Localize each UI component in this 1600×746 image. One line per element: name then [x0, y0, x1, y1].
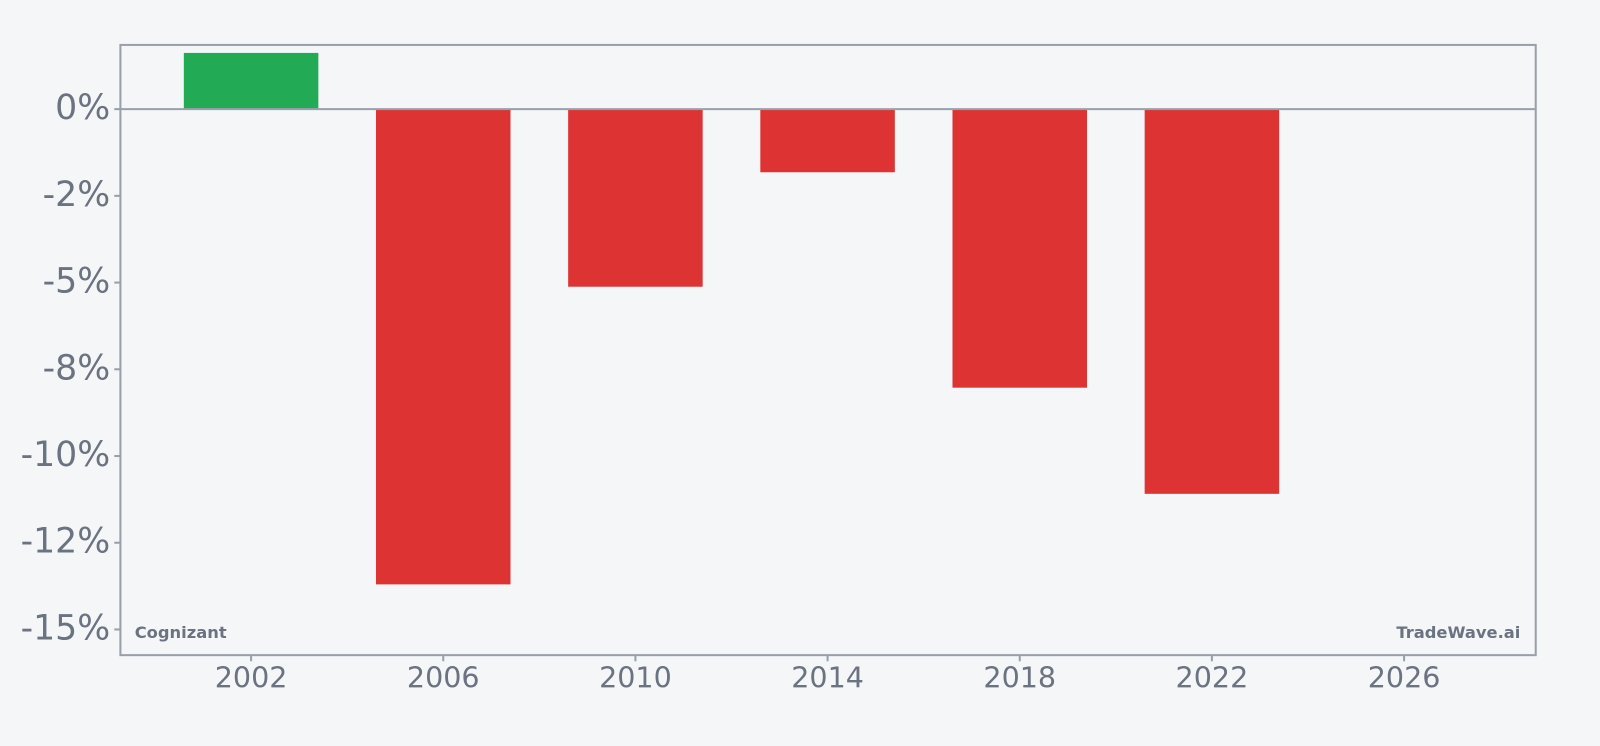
bar [183, 52, 319, 110]
x-tick-label: 2018 [983, 661, 1056, 695]
bar [375, 109, 511, 585]
annotation: Cognizant [135, 623, 227, 642]
x-tick-label: 2006 [407, 661, 480, 695]
bar [952, 109, 1088, 388]
y-tick-label: 0% [55, 88, 110, 128]
y-tick-label: -5% [43, 262, 111, 302]
y-tick-label: -8% [43, 348, 111, 388]
x-tick-label: 2022 [1176, 661, 1249, 695]
y-tick-label: -10% [21, 435, 111, 475]
bar [1144, 109, 1280, 494]
y-tick-label: -2% [43, 175, 111, 215]
x-tick-label: 2010 [599, 661, 672, 695]
y-tick-label: -12% [21, 522, 111, 562]
x-tick-label: 2002 [215, 661, 288, 695]
bar [760, 109, 895, 173]
bar [568, 109, 703, 287]
annotation: TradeWave.ai [1396, 623, 1520, 642]
y-tick-label: -15% [21, 608, 111, 648]
x-tick-label: 2026 [1368, 661, 1441, 695]
x-tick-label: 2014 [791, 661, 864, 695]
